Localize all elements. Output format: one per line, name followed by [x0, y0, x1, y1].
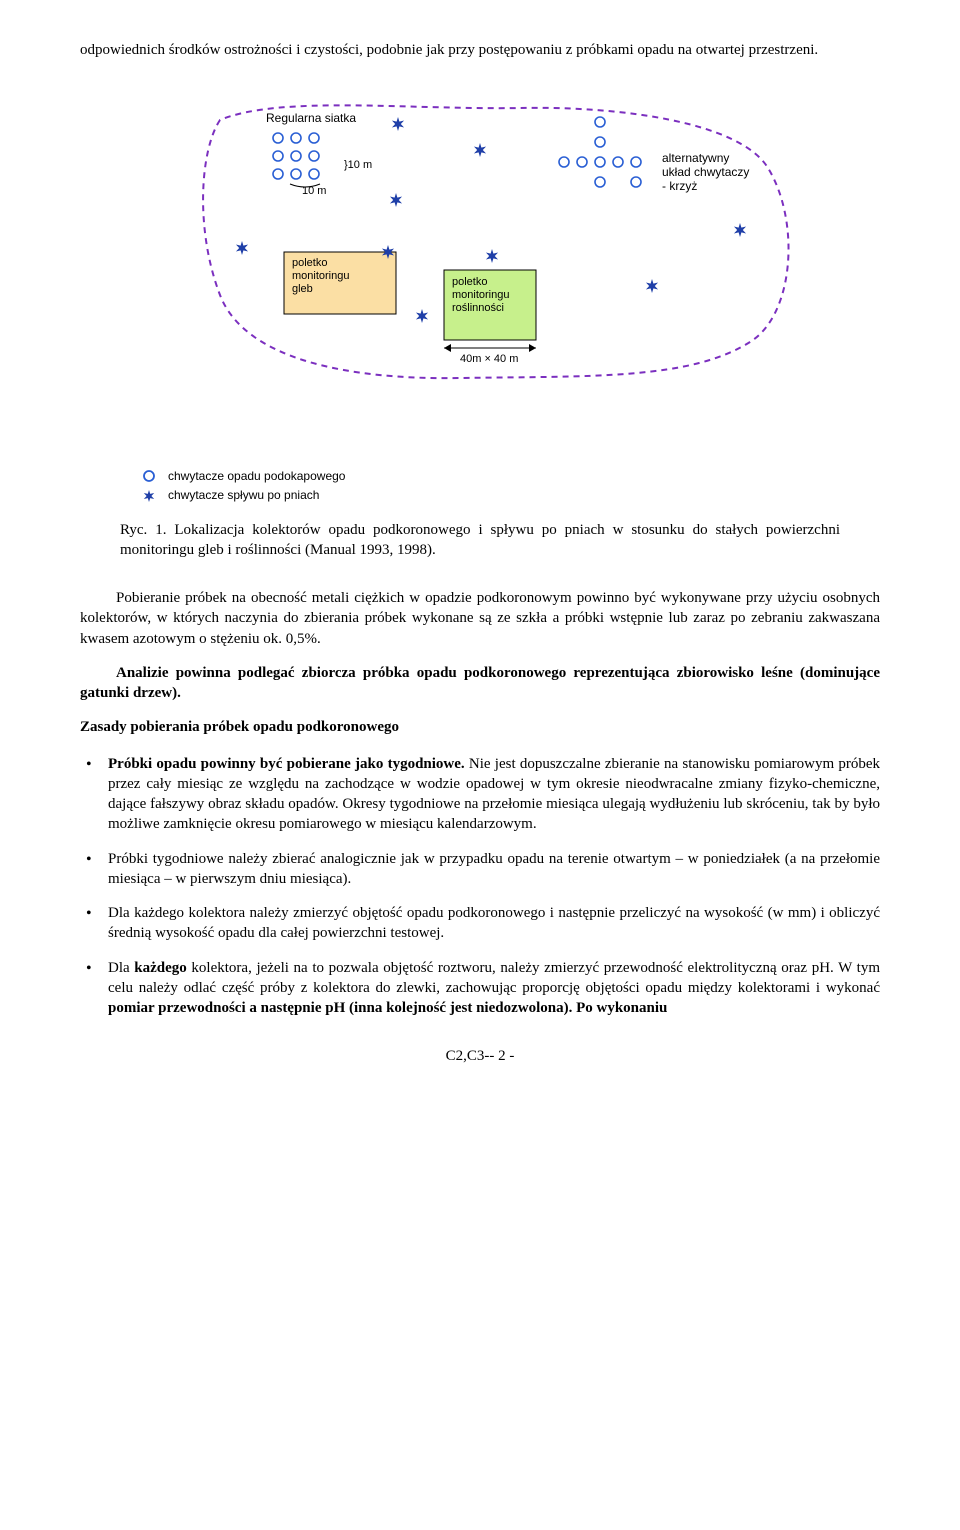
- section-sampling-rules: Zasady pobierania próbek opadu podkorono…: [80, 717, 880, 737]
- svg-text:- krzyż: - krzyż: [662, 179, 697, 193]
- bullet-text: kolektora, jeżeli na to pozwala objętość…: [108, 960, 880, 996]
- svg-text:}10 m: }10 m: [344, 159, 372, 171]
- svg-text:poletko: poletko: [292, 257, 327, 269]
- legend-star-icon: [140, 489, 158, 503]
- monitoring-layout-diagram: Regularna siatka }10 m 10 m alternatywnyukł…: [160, 80, 800, 440]
- bullet-text: Dla każdego kolektora należy zmierzyć ob…: [108, 905, 880, 941]
- top-paragraph: odpowiednich środków ostrożności i czyst…: [80, 40, 880, 60]
- bullet-text: Próbki tygodniowe należy zbierać analogi…: [108, 851, 880, 887]
- caption-body: Lokalizacja kolektorów opadu podkoronowe…: [120, 522, 840, 558]
- list-item: Próbki tygodniowe należy zbierać analogi…: [80, 849, 880, 890]
- list-item: Dla każdego kolektora należy zmierzyć ob…: [80, 903, 880, 944]
- bullet-bold: każdego: [134, 960, 187, 976]
- legend-item-stemflow: chwytacze spływu po pniach: [168, 487, 319, 503]
- svg-text:Regularna siatka: Regularna siatka: [266, 111, 356, 125]
- legend-circle-icon: [140, 469, 158, 483]
- paragraph-analysis-bold: Analizie powinna podlegać zbiorcza próbk…: [80, 663, 880, 704]
- figure-legend: chwytacze opadu podokapowego chwytacze sp…: [80, 468, 880, 503]
- bullet-text: Dla: [108, 960, 134, 976]
- paragraph-metals: Pobieranie próbek na obecność metali cię…: [80, 588, 880, 649]
- legend-row: chwytacze opadu podokapowego: [140, 468, 880, 484]
- caption-prefix: Ryc. 1.: [120, 522, 174, 538]
- svg-text:roślinności: roślinności: [452, 302, 504, 314]
- bullet-bold: pomiar przewodności a następnie pH (inna…: [108, 1000, 667, 1016]
- legend-item-throughfall: chwytacze opadu podokapowego: [168, 468, 345, 484]
- bullet-lead-bold: Próbki opadu powinny być pobierane jako …: [108, 756, 465, 772]
- svg-text:poletko: poletko: [452, 276, 487, 288]
- svg-text:40m × 40 m: 40m × 40 m: [460, 353, 518, 365]
- figure-caption: Ryc. 1. Lokalizacja kolektorów opadu pod…: [120, 520, 840, 561]
- svg-text:alternatywny: alternatywny: [662, 151, 729, 165]
- svg-text:monitoringu: monitoringu: [452, 289, 509, 301]
- svg-text:monitoringu: monitoringu: [292, 270, 349, 282]
- list-item: Dla każdego kolektora, jeżeli na to pozw…: [80, 958, 880, 1019]
- svg-text:układ chwytaczy: układ chwytaczy: [662, 165, 749, 179]
- svg-text:gleb: gleb: [292, 283, 313, 295]
- svg-text:10 m: 10 m: [302, 185, 326, 197]
- figure-container: Regularna siatka }10 m 10 m alternatywnyukł…: [80, 80, 880, 440]
- list-item: Próbki opadu powinny być pobierane jako …: [80, 754, 880, 835]
- legend-row: chwytacze spływu po pniach: [140, 487, 880, 503]
- sampling-rules-list: Próbki opadu powinny być pobierane jako …: [80, 754, 880, 1019]
- page-number: C2,C3-- 2 -: [80, 1046, 880, 1066]
